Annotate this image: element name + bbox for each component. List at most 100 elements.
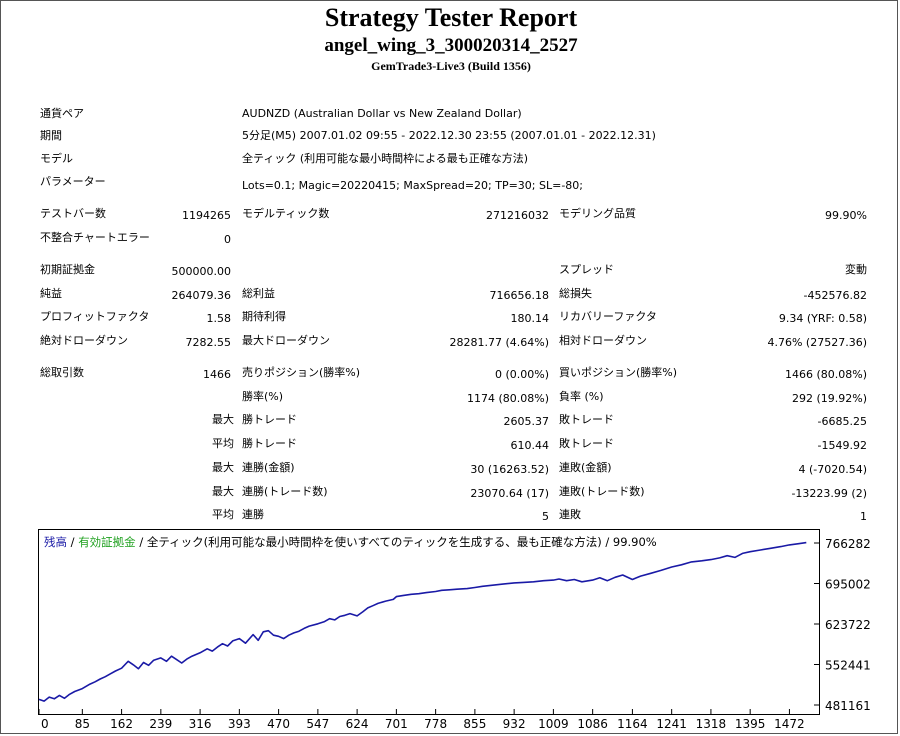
max-consec-loss-value: -13223.99 (2) (791, 487, 867, 500)
net-profit-label: 純益 (40, 287, 62, 300)
profit-factor-label: プロフィットファクタ (40, 310, 150, 323)
profit-factor-value: 1.58 (206, 312, 232, 325)
average-loss-label: 敗トレード (559, 437, 614, 450)
y-axis-ticks: 766282 695002 623722 552441 481161 (814, 537, 871, 713)
recovery-factor-label: リカバリーファクタ (559, 310, 657, 323)
max-consec-wins-label: 連勝(金額) (242, 461, 295, 474)
x-tick-label: 470 (267, 717, 290, 731)
avg-consec-wins-value: 5 (542, 510, 549, 523)
bars-value: 1194265 (182, 209, 231, 222)
mismatch-value: 0 (224, 233, 231, 246)
short-positions-value: 0 (0.00%) (494, 368, 549, 381)
period-value: 5分足(M5) 2007.01.02 09:55 - 2022.12.30 23… (242, 129, 656, 142)
expected-payoff-value: 180.14 (510, 312, 550, 325)
maximal-drawdown-label: 最大ドローダウン (242, 334, 330, 347)
report-subtitle: angel_wing_3_300020314_2527 (324, 35, 578, 56)
gross-profit-value: 716656.18 (489, 289, 550, 302)
y-tick-label: 552441 (825, 659, 871, 673)
x-tick-label: 932 (503, 717, 526, 731)
y-tick-label: 695002 (825, 578, 871, 592)
server-build: GemTrade3-Live3 (Build 1356) (371, 59, 531, 73)
y-tick-label: 481161 (825, 699, 871, 713)
x-axis-ticks: 0 85 162 239 316 393 470 547 624 701 778 855 932 1009… (38, 709, 805, 731)
average-word: 平均 (212, 437, 234, 450)
largest-loss-value: -6685.25 (817, 415, 867, 428)
spread-label: スプレッド (559, 263, 614, 276)
max-consec-word: 最大 (212, 461, 234, 474)
maximal-drawdown-value: 28281.77 (4.64%) (449, 336, 549, 349)
legend-separator-2: / (136, 535, 147, 549)
x-tick-label: 701 (385, 717, 408, 731)
x-tick-label: 0 (41, 717, 49, 731)
legend-separator-1: / (67, 535, 78, 549)
gross-profit-label: 総利益 (242, 287, 275, 300)
loss-rate-value: 292 (19.92%) (791, 392, 867, 405)
x-tick-label: 1009 (538, 717, 569, 731)
x-tick-label: 778 (424, 717, 447, 731)
max-consec-losses-value: 4 (-7020.54) (798, 463, 867, 476)
average-win-label: 勝トレード (242, 437, 297, 450)
largest-win-label: 勝トレード (242, 413, 297, 426)
win-rate-label: 勝率(%) (242, 390, 284, 403)
symbol-value: AUDNZD (Australian Dollar vs New Zealand… (242, 107, 522, 120)
y-tick-label: 766282 (825, 537, 871, 551)
largest-win-value: 2605.37 (503, 415, 550, 428)
x-tick-label: 162 (110, 717, 133, 731)
x-tick-label: 239 (149, 717, 172, 731)
chart-plot-frame (38, 529, 820, 715)
long-positions-label: 買いポジション(勝率%) (559, 366, 678, 379)
x-tick-label: 1395 (735, 717, 766, 731)
max-consec-profit-value: 23070.64 (17) (470, 487, 549, 500)
deposit-label: 初期証拠金 (40, 263, 95, 276)
absolute-drawdown-label: 絶対ドローダウン (40, 334, 128, 347)
max-consec-wins-value: 30 (16263.52) (470, 463, 549, 476)
max-consec-losses-label: 連敗(金額) (559, 461, 612, 474)
total-trades-value: 1466 (203, 368, 231, 381)
bars-label: テストバー数 (40, 207, 106, 220)
long-positions-value: 1466 (80.08%) (784, 368, 867, 381)
largest-word: 最大 (212, 413, 234, 426)
model-label: モデル (40, 152, 73, 165)
period-label: 期間 (40, 129, 62, 142)
balance-series-line (38, 541, 807, 702)
gross-loss-value: -452576.82 (803, 289, 867, 302)
quality-value: 99.90% (825, 209, 867, 222)
legend-equity: 有効証拠金 (78, 535, 136, 549)
recovery-factor-value: 9.34 (YRF: 0.58) (778, 312, 867, 325)
x-tick-label: 85 (75, 717, 90, 731)
quality-label: モデリング品質 (559, 207, 636, 220)
relative-drawdown-label: 相対ドローダウン (559, 334, 647, 347)
x-tick-label: 1164 (617, 717, 648, 731)
avg-consec-losses-value: 1 (860, 510, 867, 523)
ticks-value: 271216032 (486, 209, 549, 222)
avg-consec-losses-label: 連敗 (559, 508, 581, 521)
mismatch-label: 不整合チャートエラー (40, 231, 150, 244)
max-consec-profit-label: 連勝(トレード数) (242, 485, 328, 498)
balance-chart: 残高 / 有効証拠金 / 全ティック(利用可能な最小時間枠を使いすべてのティック… (38, 529, 871, 731)
relative-drawdown-value: 4.76% (27527.36) (767, 336, 867, 349)
ticks-label: モデルティック数 (242, 207, 330, 220)
report-title: Strategy Tester Report (324, 3, 578, 32)
x-tick-label: 1318 (696, 717, 727, 731)
average-win-value: 610.44 (510, 439, 550, 452)
params-label: パラメーター (40, 175, 106, 188)
win-rate-value: 1174 (80.08%) (466, 392, 549, 405)
deposit-value: 500000.00 (171, 265, 232, 278)
x-tick-label: 1472 (774, 717, 805, 731)
average-loss-value: -1549.92 (817, 439, 867, 452)
x-tick-label: 393 (228, 717, 251, 731)
model-value: 全ティック (利用可能な最小時間枠による最も正確な方法) (242, 152, 529, 165)
params-value: Lots=0.1; Magic=20220415; MaxSpread=20; … (242, 179, 584, 192)
legend-balance: 残高 (44, 535, 67, 549)
x-tick-label: 624 (346, 717, 369, 731)
x-tick-label: 1241 (656, 717, 687, 731)
loss-rate-label: 負率 (%) (559, 390, 604, 403)
largest-loss-label: 敗トレード (559, 413, 614, 426)
max-consec-profit-word: 最大 (212, 485, 234, 498)
x-tick-label: 855 (463, 717, 486, 731)
x-tick-label: 1086 (577, 717, 608, 731)
gross-loss-label: 総損失 (559, 287, 592, 300)
net-profit-value: 264079.36 (171, 289, 232, 302)
avg-consec-wins-label: 連勝 (242, 508, 264, 521)
